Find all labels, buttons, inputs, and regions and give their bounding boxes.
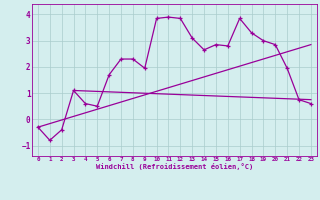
X-axis label: Windchill (Refroidissement éolien,°C): Windchill (Refroidissement éolien,°C) bbox=[96, 163, 253, 170]
